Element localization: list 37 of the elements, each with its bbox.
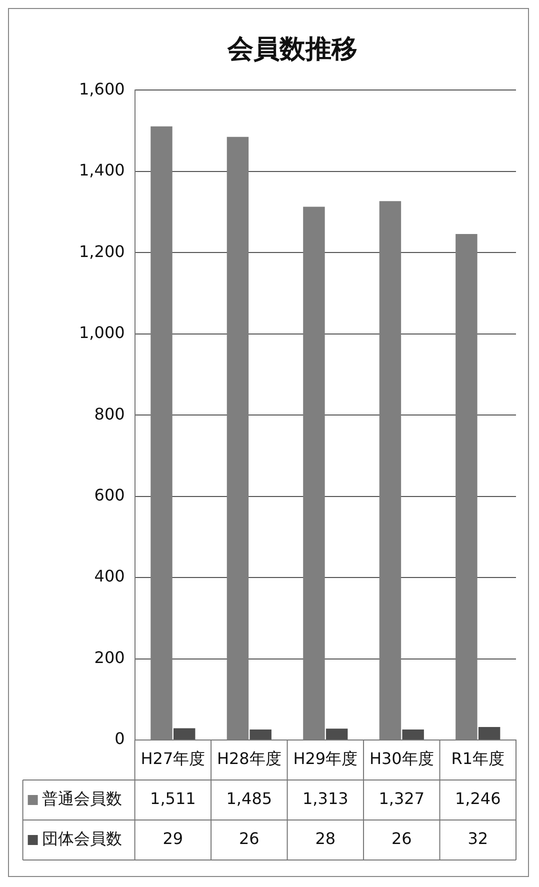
bar (402, 729, 424, 740)
bar (326, 728, 348, 740)
y-tick-label: 600 (94, 485, 125, 504)
data-label: 1,313 (302, 789, 348, 808)
bar (456, 234, 478, 740)
chart-title: 会員数推移 (226, 34, 358, 64)
data-label: 1,511 (150, 789, 196, 808)
data-label: 1,327 (378, 789, 425, 808)
data-label: 1,246 (454, 789, 501, 808)
y-tick-label: 0 (114, 729, 125, 748)
y-tick-label: 1,000 (78, 323, 125, 342)
y-tick-label: 200 (94, 648, 125, 667)
y-tick-label: 800 (94, 404, 125, 424)
bar (173, 728, 196, 740)
data-label: 26 (391, 829, 412, 848)
data-label: 28 (315, 829, 336, 848)
data-label: 1,485 (226, 789, 272, 808)
bar (150, 126, 172, 740)
bar (303, 206, 325, 740)
x-tick-label: H30年度 (369, 749, 434, 768)
data-label: 26 (238, 829, 260, 848)
y-tick-label: 1,600 (78, 79, 125, 98)
x-tick-label: H28年度 (216, 749, 282, 768)
data-label: 32 (468, 829, 488, 848)
legend-label: 団体会員数 (42, 829, 122, 848)
y-tick-label: 1,200 (78, 242, 125, 261)
y-tick-label: 1,400 (78, 160, 125, 180)
bar (478, 727, 500, 740)
data-label: 29 (162, 829, 184, 848)
x-tick-label: H29年度 (293, 749, 358, 768)
legend-label: 普通会員数 (42, 789, 122, 808)
bar (379, 201, 402, 740)
bar (226, 136, 249, 740)
x-tick-label: H27年度 (140, 749, 206, 768)
bar (250, 729, 272, 740)
x-tick-label: R1年度 (451, 749, 505, 768)
y-tick-label: 400 (94, 566, 125, 586)
